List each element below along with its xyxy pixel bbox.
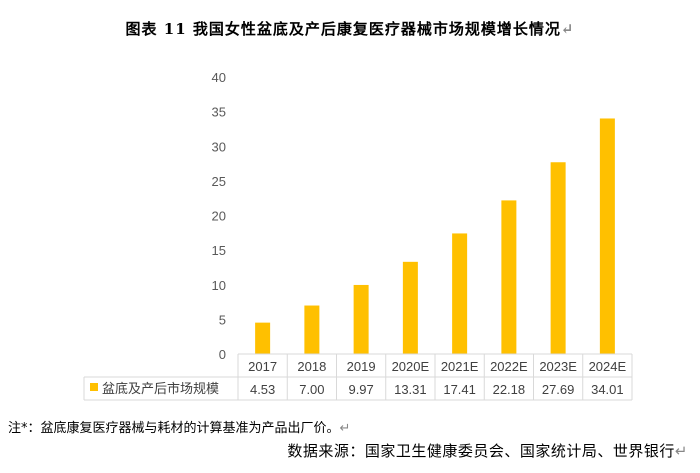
- data-label: 17.41: [443, 382, 476, 397]
- y-tick-label: 25: [212, 174, 226, 189]
- category-label: 2021E: [441, 359, 479, 374]
- category-label: 2022E: [490, 359, 528, 374]
- bar: [550, 162, 566, 354]
- legend-label: 盆底及产后市场规模: [102, 381, 219, 397]
- y-axis: 0 5 10 15 20 25 30 35 40: [212, 70, 226, 362]
- data-label: 9.97: [348, 382, 373, 397]
- y-tick-label: 20: [212, 209, 226, 224]
- category-label: 2017: [248, 359, 277, 374]
- return-mark: ↵: [674, 442, 688, 460]
- y-tick-label: 35: [212, 105, 226, 120]
- bar: [255, 322, 271, 354]
- bar: [353, 284, 369, 354]
- category-label: 2019: [347, 359, 376, 374]
- data-label: 13.31: [394, 382, 427, 397]
- data-label: 7.00: [299, 382, 324, 397]
- category-label: 2024E: [589, 359, 627, 374]
- data-label: 4.53: [250, 382, 275, 397]
- bar: [304, 305, 320, 354]
- bar: [599, 118, 615, 355]
- y-tick-label: 0: [219, 347, 226, 362]
- return-mark: ↵: [339, 421, 351, 436]
- category-label: 2020E: [392, 359, 430, 374]
- y-tick-label: 30: [212, 139, 226, 154]
- bar-series: [255, 118, 615, 355]
- data-source: 数据来源：国家卫生健康委员会、国家统计局、世界银行↵: [287, 442, 688, 460]
- data-table: 2017 4.53 2018 7.00 2019 9.97 2020E 13.31 2021E 1…: [83, 353, 633, 401]
- category-label: 2018: [297, 359, 326, 374]
- return-mark: ↵: [560, 20, 575, 38]
- legend-swatch: [90, 383, 98, 391]
- data-label: 22.18: [493, 382, 526, 397]
- data-label: 27.69: [542, 382, 575, 397]
- bar: [501, 200, 517, 354]
- chart-title: 图表 11 我国女性盆底及产后康复医疗器械市场规模增长情况↵: [125, 20, 575, 38]
- footnote: 注*：盆底康复医疗器械与耗材的计算基准为产品出厂价。↵: [8, 421, 351, 436]
- y-tick-label: 10: [212, 278, 226, 293]
- y-tick-label: 40: [212, 70, 226, 85]
- category-label: 2023E: [539, 359, 577, 374]
- bar: [402, 261, 418, 354]
- y-tick-label: 5: [219, 312, 226, 327]
- data-label: 34.01: [591, 382, 624, 397]
- y-tick-label: 15: [212, 243, 226, 258]
- bar: [452, 233, 468, 354]
